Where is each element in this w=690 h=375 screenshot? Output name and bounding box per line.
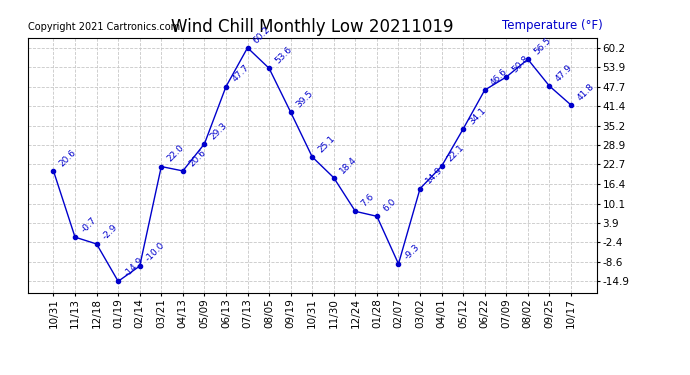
Text: 6.0: 6.0 (381, 197, 397, 213)
Text: 29.3: 29.3 (208, 121, 229, 141)
Text: -0.7: -0.7 (79, 216, 98, 234)
Text: -2.9: -2.9 (101, 222, 119, 241)
Text: 56.5: 56.5 (532, 36, 553, 57)
Text: 34.1: 34.1 (467, 106, 488, 126)
Text: 18.4: 18.4 (338, 154, 359, 175)
Text: 7.6: 7.6 (359, 192, 376, 208)
Text: -9.3: -9.3 (403, 242, 422, 261)
Text: 46.6: 46.6 (489, 67, 509, 87)
Text: -10.0: -10.0 (144, 240, 167, 263)
Text: 20.6: 20.6 (58, 148, 78, 168)
Text: 41.8: 41.8 (575, 82, 595, 102)
Text: 47.9: 47.9 (553, 63, 574, 83)
Text: 20.6: 20.6 (187, 148, 208, 168)
Title: Wind Chill Monthly Low 20211019: Wind Chill Monthly Low 20211019 (171, 18, 453, 36)
Text: 22.0: 22.0 (166, 143, 186, 164)
Text: 14.9: 14.9 (424, 165, 445, 186)
Text: 22.1: 22.1 (446, 143, 466, 164)
Text: Temperature (°F): Temperature (°F) (502, 20, 602, 32)
Text: 39.5: 39.5 (295, 89, 315, 110)
Text: Copyright 2021 Cartronics.com: Copyright 2021 Cartronics.com (28, 22, 179, 32)
Text: 60.2: 60.2 (252, 24, 273, 45)
Text: 53.6: 53.6 (273, 45, 294, 66)
Text: -14.9: -14.9 (122, 256, 145, 279)
Text: 50.8: 50.8 (511, 54, 531, 74)
Text: 25.1: 25.1 (317, 134, 337, 154)
Text: 47.7: 47.7 (230, 63, 250, 84)
